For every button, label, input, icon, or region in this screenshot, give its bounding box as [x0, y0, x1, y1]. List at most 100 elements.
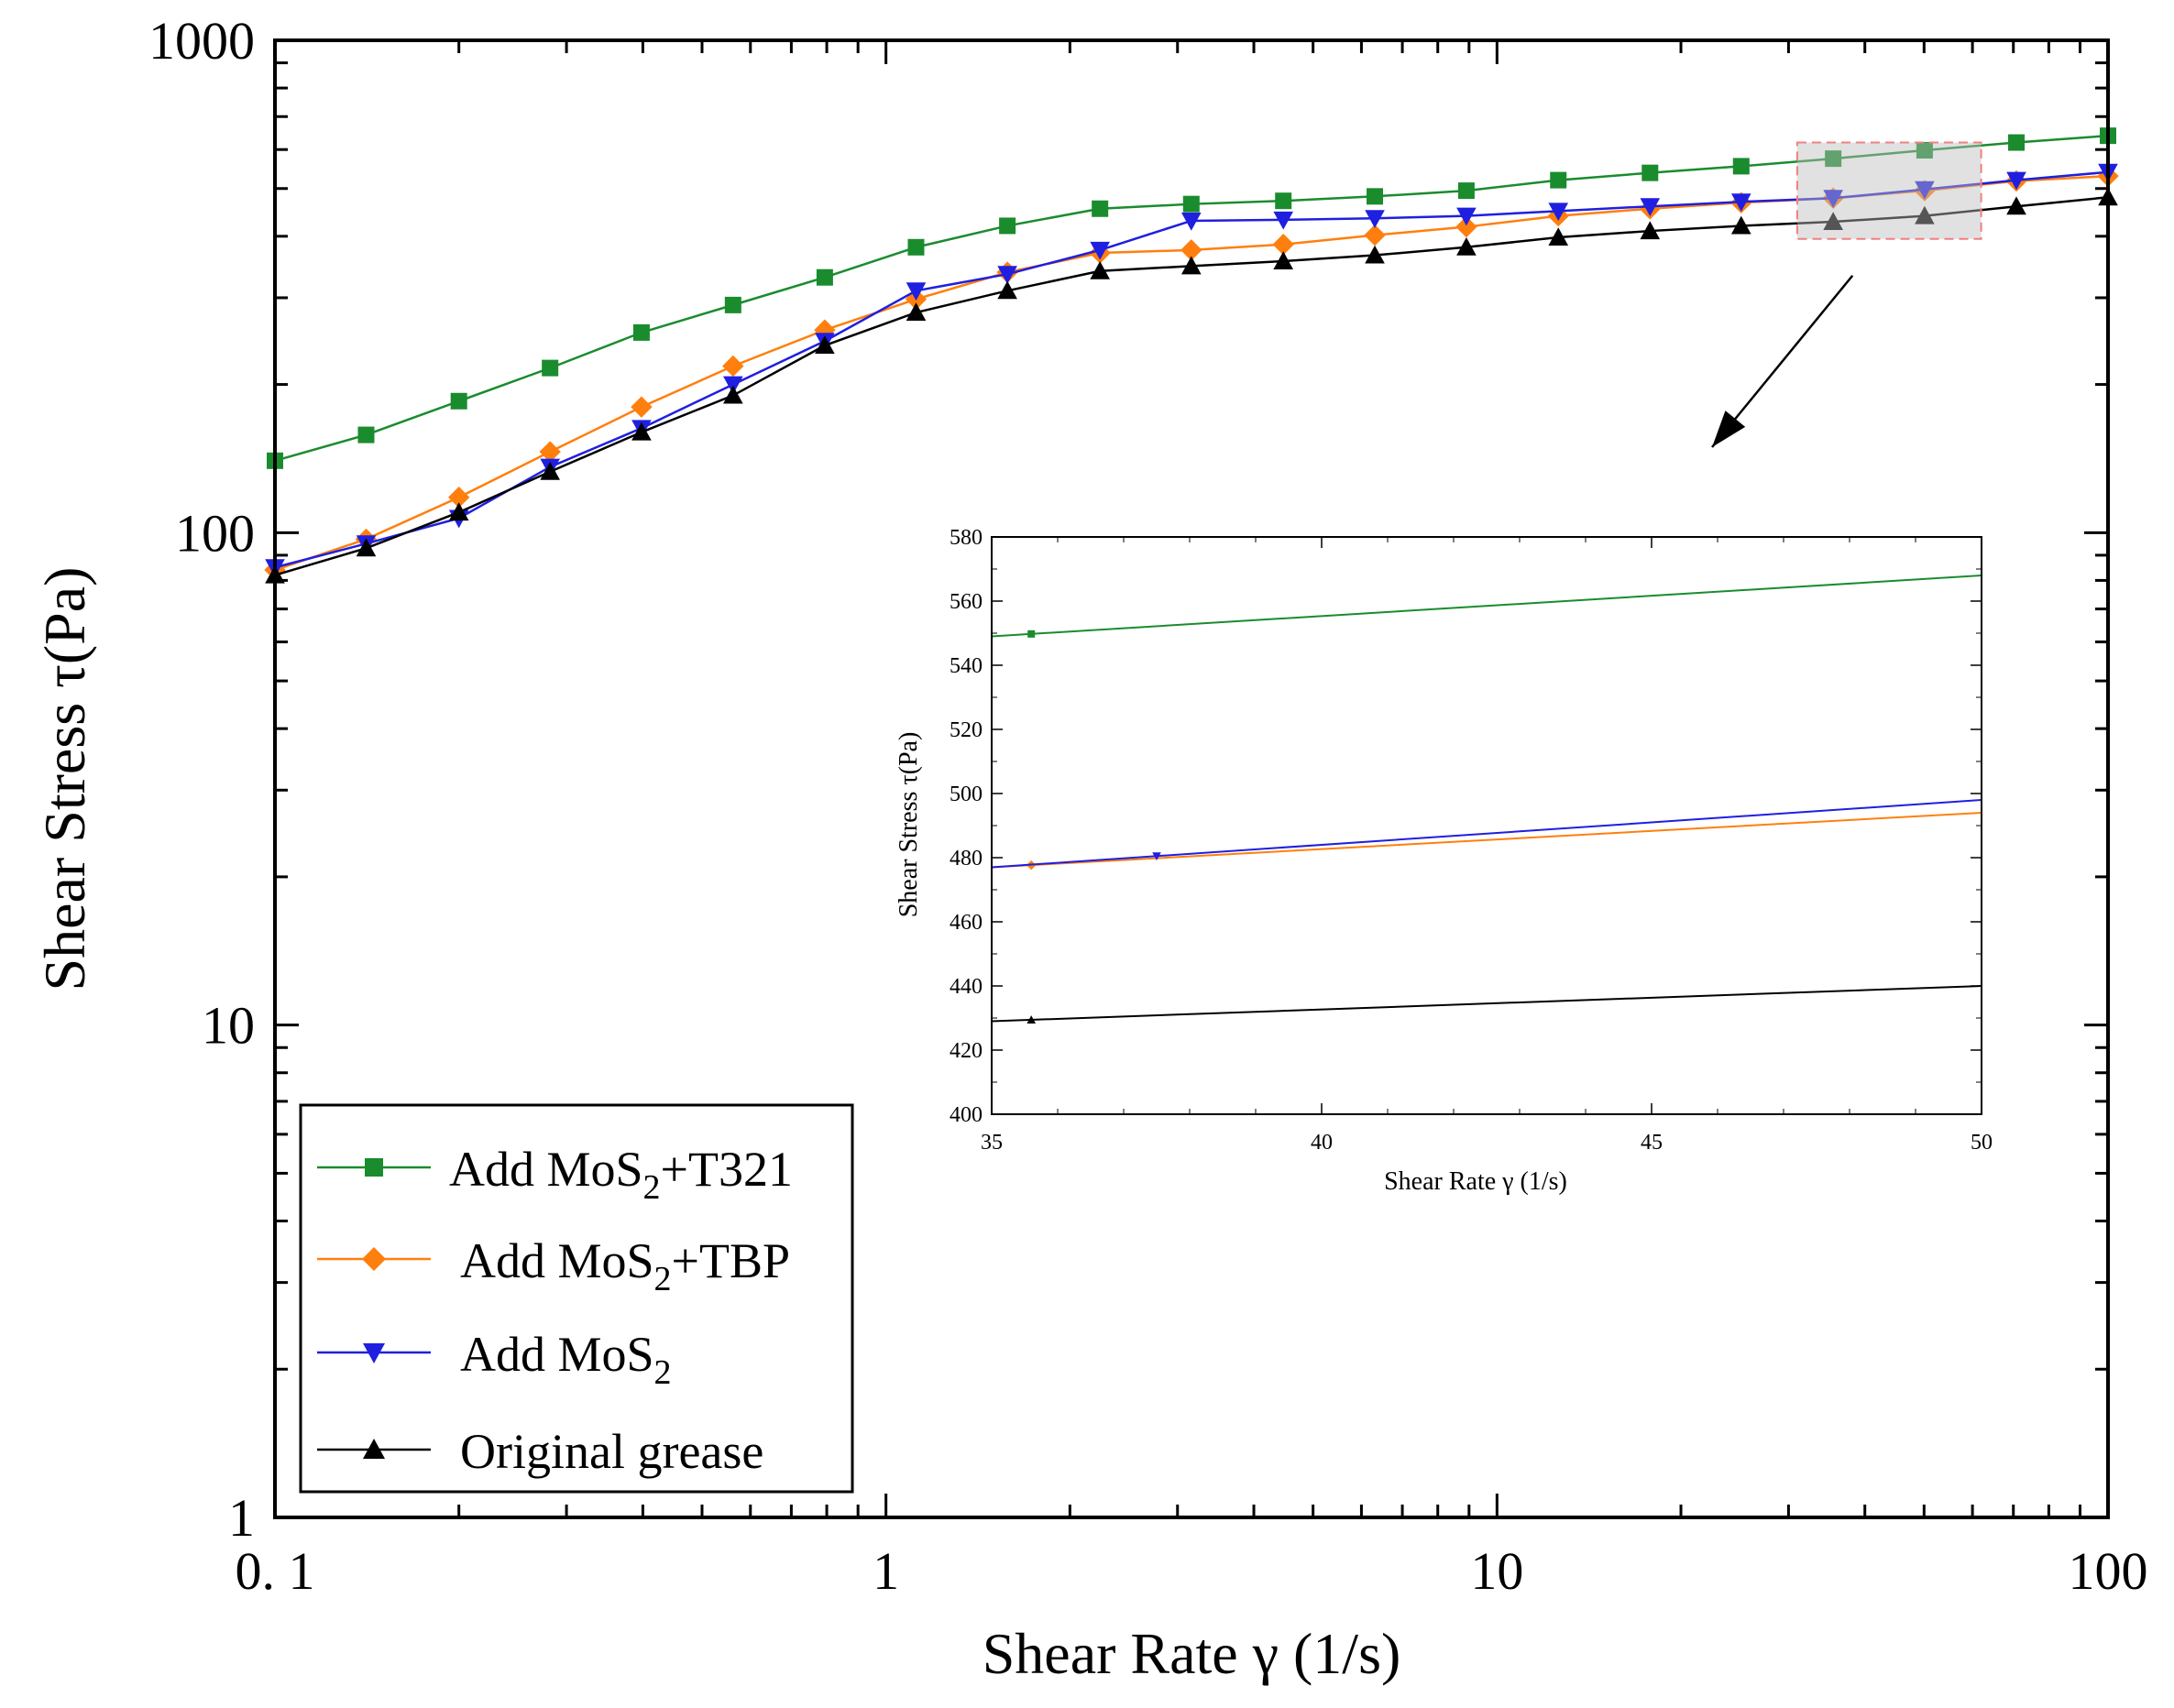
data-point [540, 461, 560, 480]
inset-x-tick-label: 45 [1641, 1131, 1663, 1155]
inset-y-tick-label: 400 [950, 1103, 983, 1127]
data-point [1092, 200, 1109, 217]
y-axis-tick-label: 1000 [148, 11, 255, 71]
inset-y-tick-label: 540 [950, 654, 983, 678]
data-point [542, 359, 559, 377]
data-point [1457, 182, 1475, 200]
legend-marker [363, 1343, 385, 1363]
data-point [357, 426, 375, 443]
inset-chart: 35 40 45 50 400 420 440 460 480 500 520 540 560 580 S… [895, 526, 1993, 1196]
svg-text:Add MoS2: Add MoS2 [460, 1327, 672, 1392]
inset-y-tick-label: 520 [950, 718, 983, 742]
data-point [539, 441, 561, 463]
legend-label-subscript: 2 [654, 1260, 672, 1298]
data-point [1180, 239, 1202, 261]
data-point [448, 502, 469, 521]
data-point [1273, 211, 1294, 230]
legend-marker [365, 1158, 383, 1177]
data-point [722, 355, 744, 378]
data-point [2006, 171, 2026, 191]
data-point [1367, 188, 1384, 205]
y-axis-tick-label: 10 [202, 996, 255, 1056]
zoom-arrow-line [1711, 274, 1854, 448]
data-point [1641, 164, 1659, 181]
inset-series-line [991, 575, 1982, 638]
data-point [1915, 181, 1935, 200]
data-point [723, 376, 743, 395]
data-point [1180, 212, 1202, 231]
legend-sample [317, 1343, 431, 1363]
inset-y-tick-label: 420 [950, 1039, 983, 1063]
data-point [1548, 203, 1569, 222]
inset-y-tick-label: 560 [950, 590, 983, 614]
data-point [356, 538, 377, 557]
data-point [907, 238, 925, 256]
svg-text:Add MoS2+T321: Add MoS2+T321 [449, 1142, 793, 1207]
inset-background [992, 537, 1982, 1114]
legend: Add MoS2+T321 Add MoS2+TBP Add MoS2 Orig… [299, 1103, 854, 1494]
legend-item-mos2-t321: Add MoS2+T321 [317, 1142, 793, 1207]
data-point [1640, 198, 1661, 217]
inset-y-tick-label: 460 [950, 911, 983, 935]
legend-item-mos2: Add MoS2 [317, 1327, 672, 1392]
x-axis-tick-label: 10 [1470, 1541, 1523, 1601]
data-point [631, 396, 653, 418]
inset-data-point [1027, 1015, 1036, 1024]
data-point [724, 296, 741, 313]
data-point [2006, 196, 2026, 215]
legend-item-mos2-tbp: Add MoS2+TBP [317, 1233, 790, 1298]
data-point [906, 282, 927, 301]
legend-marker [363, 1439, 385, 1459]
data-point [1273, 251, 1294, 270]
data-point [1090, 260, 1110, 279]
zoom-arrow-head [1712, 411, 1746, 447]
data-point [906, 302, 927, 322]
inset-x-axis-title: Shear Rate γ (1/s) [1384, 1167, 1567, 1196]
data-point [1730, 193, 1751, 212]
data-point [1182, 195, 1200, 213]
data-point [2008, 134, 2026, 151]
legend-label-main: Add MoS [449, 1142, 643, 1197]
data-point [1455, 215, 1477, 238]
legend-sample [317, 1439, 431, 1459]
legend-label-tail: +T321 [661, 1142, 793, 1197]
data-point [1732, 158, 1750, 175]
inset-frame [991, 536, 1982, 1115]
y-axis-title: Shear Stress τ(Pa) [32, 567, 97, 991]
legend-sample [317, 1247, 431, 1271]
data-point [447, 487, 470, 509]
data-point [1916, 141, 1933, 159]
svg-text:Original grease: Original grease [460, 1424, 763, 1479]
legend-box [299, 1103, 854, 1494]
data-point [1550, 171, 1567, 189]
data-point [1640, 221, 1661, 240]
data-point [1915, 205, 1935, 224]
legend-label-main: Add MoS [460, 1233, 654, 1288]
zoom-region [1711, 141, 1982, 448]
legend-label-main: Add MoS [460, 1327, 654, 1382]
data-point [1364, 224, 1386, 246]
data-point [1090, 241, 1110, 260]
data-point [1456, 207, 1477, 226]
y-axis-tick-label: 1 [228, 1488, 255, 1548]
data-point [1456, 236, 1477, 256]
legend-sample [317, 1158, 431, 1177]
x-axis-tick-label: 100 [2069, 1541, 2148, 1601]
data-point [997, 266, 1017, 285]
data-point [1365, 210, 1385, 229]
legend-label-subscript: 2 [643, 1168, 661, 1207]
data-point [1823, 190, 1843, 209]
inset-data-point [1152, 852, 1161, 861]
legend-label-subscript: 2 [654, 1353, 672, 1392]
x-axis-title: Shear Rate γ (1/s) [983, 1621, 1401, 1686]
legend-label-tail: +TBP [672, 1233, 791, 1288]
data-point [1825, 150, 1842, 168]
inset-x-tick-label: 40 [1311, 1131, 1333, 1155]
data-point [1730, 215, 1751, 235]
data-point [997, 280, 1017, 300]
inset-y-tick-label: 440 [950, 975, 983, 999]
main-plot-frame [273, 38, 2110, 1519]
data-point [1275, 192, 1292, 210]
data-point [815, 335, 835, 355]
